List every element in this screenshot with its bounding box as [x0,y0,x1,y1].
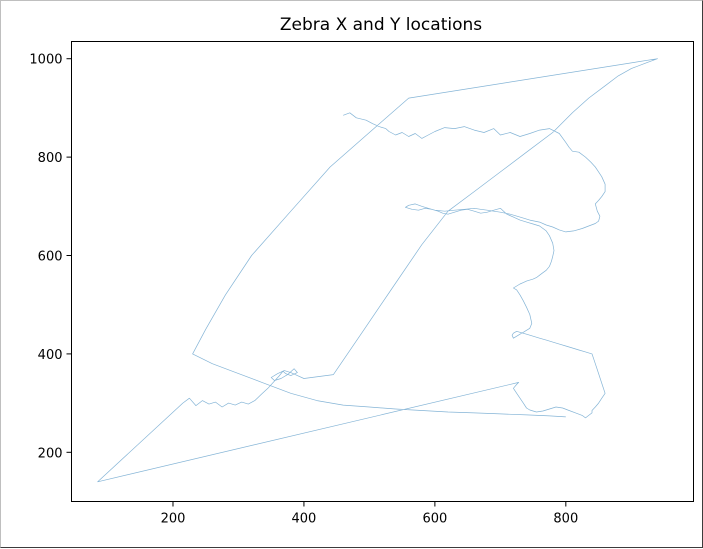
x-tick-label-3: 800 [553,512,578,527]
y-tick-label-2: 600 [38,250,63,265]
y-tick-label-3: 800 [38,151,63,166]
y-tick-label-4: 1000 [29,53,62,68]
x-tick-label-0: 200 [161,512,186,527]
x-tick-label-2: 600 [422,512,447,527]
y-axis: 200 400 600 800 1000 [29,53,72,461]
chart-title: Zebra X and Y locations [280,15,482,35]
series-line-0 [97,58,658,483]
plot-border [71,41,694,502]
y-tick-label-0: 200 [38,446,63,461]
y-tick-label-1: 400 [38,348,63,363]
x-axis: 200 400 600 800 [161,501,578,527]
x-tick-label-1: 400 [292,512,317,527]
